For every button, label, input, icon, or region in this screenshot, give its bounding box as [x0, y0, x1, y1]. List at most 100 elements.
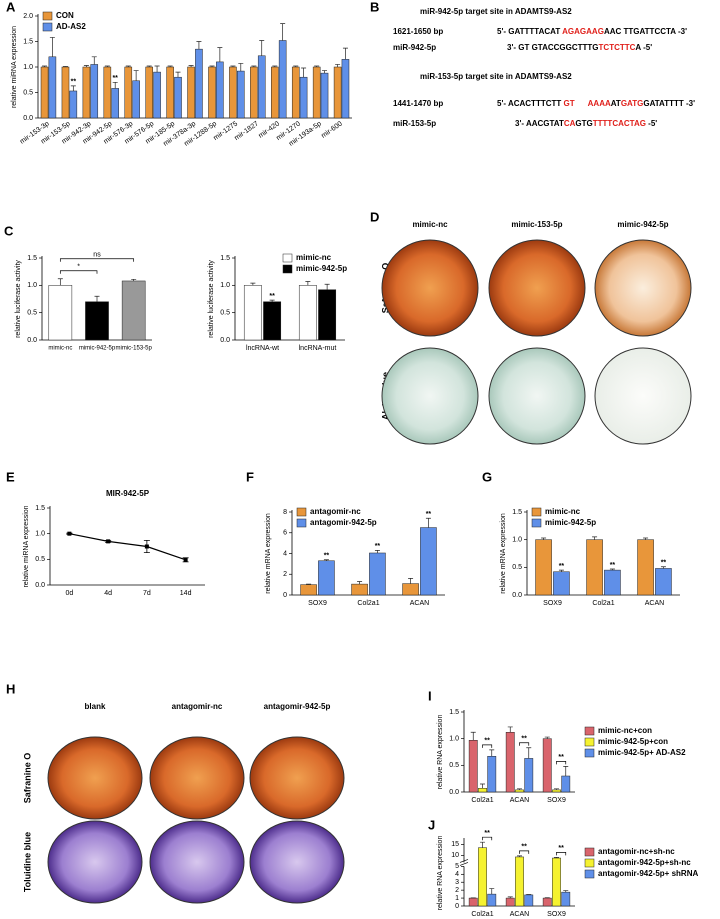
- significance: **: [71, 79, 77, 86]
- panel-label: F: [246, 469, 254, 484]
- bracket: [556, 852, 567, 856]
- y-tick-label: 1.5: [512, 509, 522, 516]
- error-bar: [374, 550, 380, 553]
- legend-swatch: [584, 737, 595, 747]
- significance: **: [559, 563, 565, 570]
- error-bar: [57, 278, 63, 286]
- bar: [524, 758, 534, 793]
- error-bar: [104, 65, 110, 67]
- y-tick-label: 1.0: [23, 64, 33, 71]
- legend-swatch: [584, 726, 595, 736]
- y-tick-label: 8: [283, 509, 287, 516]
- point: [106, 539, 111, 544]
- bracket: [59, 270, 98, 274]
- legend-swatch: [42, 22, 53, 32]
- bar: [298, 285, 317, 341]
- error-bar: [643, 537, 649, 540]
- sequence-segment: CA: [564, 119, 576, 128]
- bar: [257, 55, 266, 119]
- error-bar: [563, 890, 569, 893]
- panel-label: B: [370, 0, 379, 14]
- sequence-segment: TTTTCACTAG: [593, 119, 646, 128]
- legend-label: antagomir-nc+sh-nc: [598, 847, 675, 856]
- sequence: 3'- GT GTACCGGCTTTGTCTCTTCA -5': [507, 43, 652, 52]
- legend-label: antagomir-nc: [310, 507, 361, 516]
- bar: [604, 569, 621, 596]
- axis-break: [459, 859, 469, 866]
- bar: [468, 897, 478, 907]
- x-tick-label: SOX9: [547, 797, 566, 804]
- sequence-segment: GTG: [575, 119, 592, 128]
- bar: [145, 66, 153, 119]
- significance: **: [269, 293, 275, 300]
- legend-label: antagomir-942-5p: [310, 518, 377, 527]
- legend-swatch: [42, 11, 53, 21]
- y-tick-label: 6: [283, 530, 287, 537]
- y-tick-label: 0: [283, 592, 287, 599]
- bar: [524, 894, 534, 907]
- x-tick-label: lncRNA-mut: [299, 345, 337, 352]
- error-bar: [470, 731, 476, 741]
- error-bar: [49, 37, 55, 57]
- x-tick-label: Col2a1: [592, 600, 614, 607]
- bar: [195, 48, 203, 119]
- error-bar: [489, 749, 495, 757]
- error-bar: [125, 65, 131, 67]
- sequence-segment: AAC TTGATTCCTA -3': [604, 27, 687, 36]
- sequence-segment: GATATTTT -3': [643, 99, 695, 108]
- x-tick-label: Col2a1: [357, 600, 379, 607]
- legend-label: mimic-942-5p+con: [598, 737, 668, 746]
- sequence-segment: 5'- GATTTTACAT: [497, 27, 562, 36]
- significance: **: [112, 75, 118, 82]
- bar: [586, 539, 603, 596]
- error-bar: [541, 537, 547, 540]
- bar: [103, 66, 112, 119]
- y-axis-label: relative mRNA expression: [500, 513, 507, 594]
- y-tick-label: 1.0: [220, 282, 230, 289]
- bracket: [482, 836, 493, 841]
- y-axis-label: relative mRNA expression: [265, 513, 272, 594]
- y-axis-label: relative RNA expression: [437, 836, 444, 911]
- y-tick-label: 2: [283, 571, 287, 578]
- stained-image: [488, 239, 586, 337]
- error-bar: [558, 569, 564, 572]
- bar: [271, 66, 279, 119]
- y-axis-label: relative RNA expression: [437, 715, 444, 790]
- error-bar: [251, 65, 257, 67]
- error-bar: [269, 299, 275, 302]
- bar: [505, 732, 515, 793]
- error-bar: [250, 282, 256, 286]
- y-tick-label: 0.5: [220, 310, 230, 317]
- bar: [351, 583, 368, 596]
- bar: [341, 59, 350, 119]
- panel-label: A: [6, 0, 16, 14]
- y-tick-label: 0.0: [449, 789, 459, 796]
- sequence-title: miR-153-5p target site in ADAMTS9-AS2: [420, 72, 572, 81]
- bar: [333, 66, 342, 119]
- error-bar: [480, 783, 485, 789]
- bar: [561, 775, 571, 793]
- error-bar: [507, 896, 513, 899]
- error-bar: [259, 40, 265, 56]
- bar: [655, 568, 672, 596]
- x-tick-label: ACAN: [410, 600, 429, 607]
- bar: [153, 71, 161, 119]
- legend-swatch: [584, 748, 595, 758]
- error-bar: [209, 65, 215, 67]
- bracket-label: ns: [93, 252, 101, 259]
- error-bar: [217, 47, 223, 62]
- x-tick-label: SOX9: [308, 600, 327, 607]
- bar: [124, 66, 133, 119]
- y-tick-label: 1.5: [35, 505, 45, 512]
- bar: [85, 301, 109, 341]
- bar: [402, 583, 419, 596]
- stained-image: [249, 820, 345, 904]
- x-tick-label: mimic-nc: [48, 346, 72, 352]
- error-bar: [357, 581, 363, 585]
- column-label: blank: [85, 702, 106, 711]
- error-bar: [480, 841, 485, 848]
- y-tick-label: 0: [455, 903, 459, 910]
- error-bar: [112, 81, 118, 89]
- bar: [487, 893, 497, 907]
- x-tick-label: 0d: [65, 590, 73, 597]
